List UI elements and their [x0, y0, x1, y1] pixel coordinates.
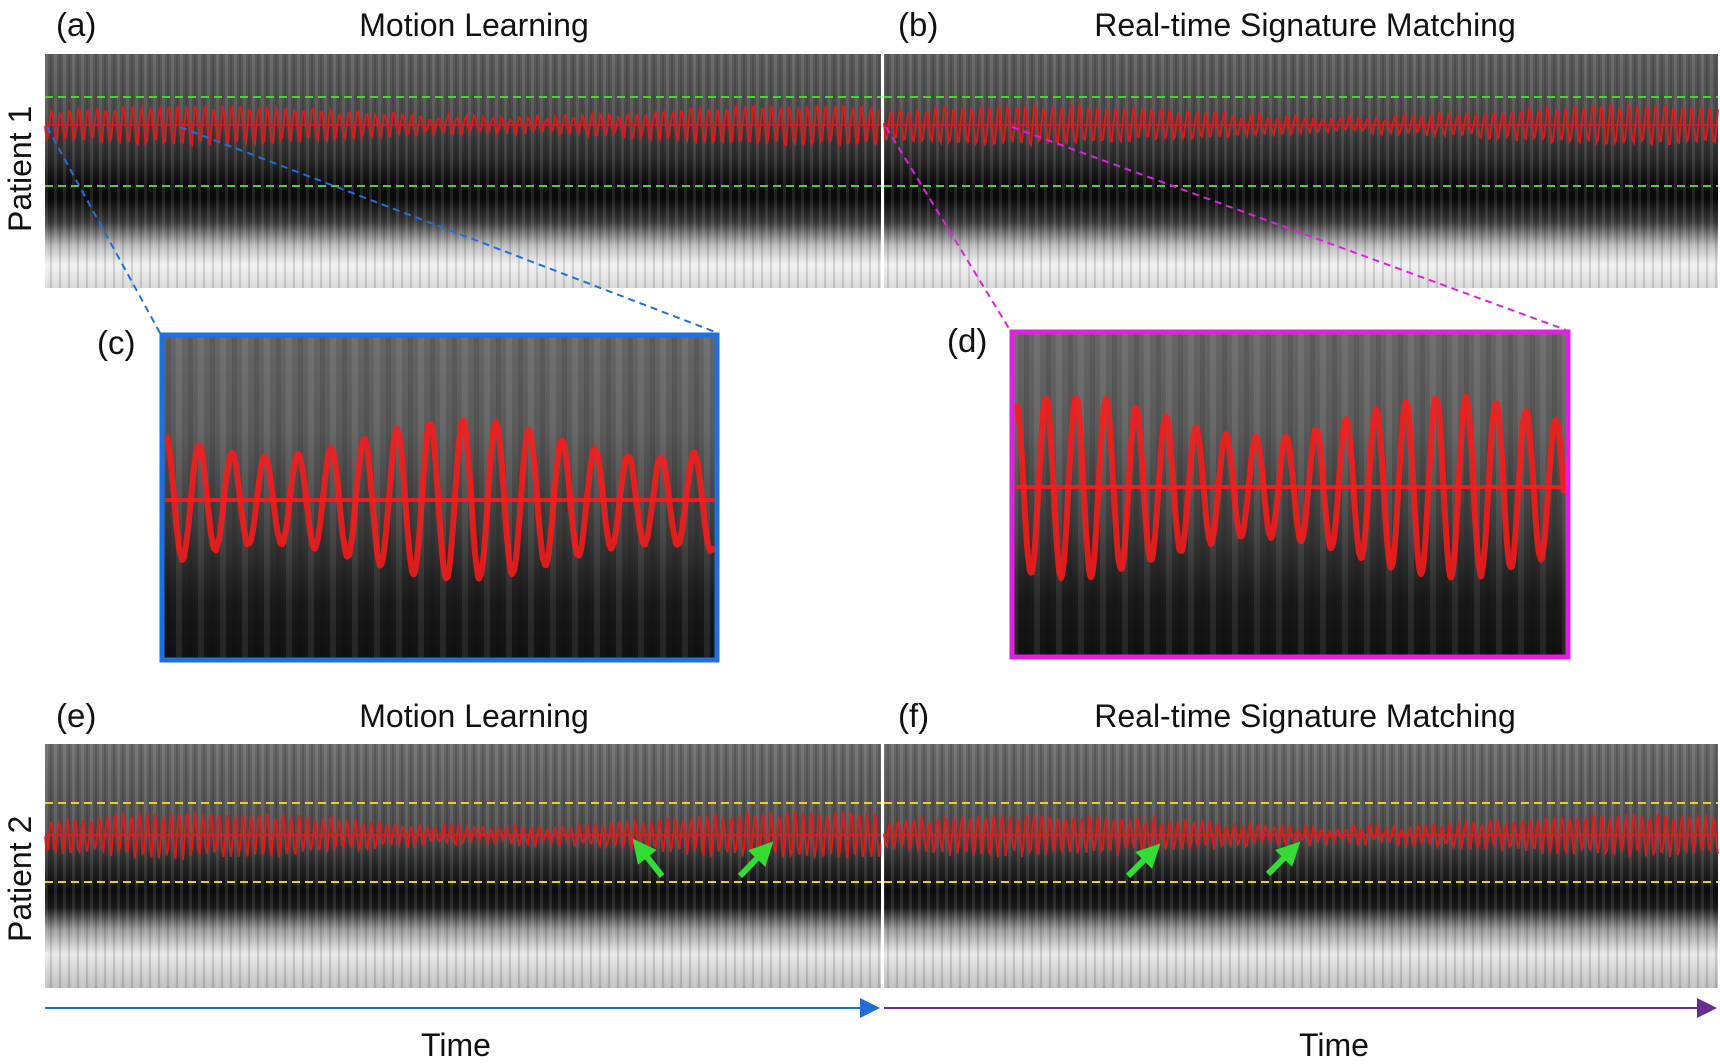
row-label-patient-2: Patient 2 [2, 815, 38, 942]
panel-f-image [883, 744, 1719, 988]
panel-b-image [883, 54, 1719, 288]
arrow-icon [1125, 843, 1161, 879]
panel-title-b: Real-time Signature Matching [1094, 7, 1516, 43]
panel-label-a: (a) [56, 6, 97, 43]
time-axis-label-left: Time [421, 1027, 491, 1063]
panel-title-e: Motion Learning [359, 698, 589, 734]
arrow-icon [737, 841, 774, 879]
zoom-connector-c-right [179, 126, 719, 334]
arrow-icon [1265, 841, 1301, 877]
zoom-connector-d-right [1011, 126, 1567, 331]
zoom-connector-d-left [885, 126, 1011, 331]
panel-label-c: (c) [97, 324, 136, 361]
panel-e-image [44, 744, 882, 988]
zoom-connector-c-left [46, 126, 161, 334]
panel-title-a: Motion Learning [359, 7, 589, 43]
panel-d-image [1009, 329, 1571, 660]
panel-c-image [159, 332, 720, 663]
panel-label-b: (b) [898, 6, 939, 43]
panel-title-f: Real-time Signature Matching [1094, 698, 1516, 734]
panel-label-f: (f) [898, 697, 930, 734]
panel-label-e: (e) [56, 697, 97, 734]
time-axis-label-right: Time [1299, 1027, 1369, 1063]
panel-a-image [44, 54, 882, 288]
panel-label-d: (d) [947, 322, 988, 359]
arrow-icon [632, 838, 665, 878]
row-label-patient-1: Patient 1 [2, 105, 38, 232]
